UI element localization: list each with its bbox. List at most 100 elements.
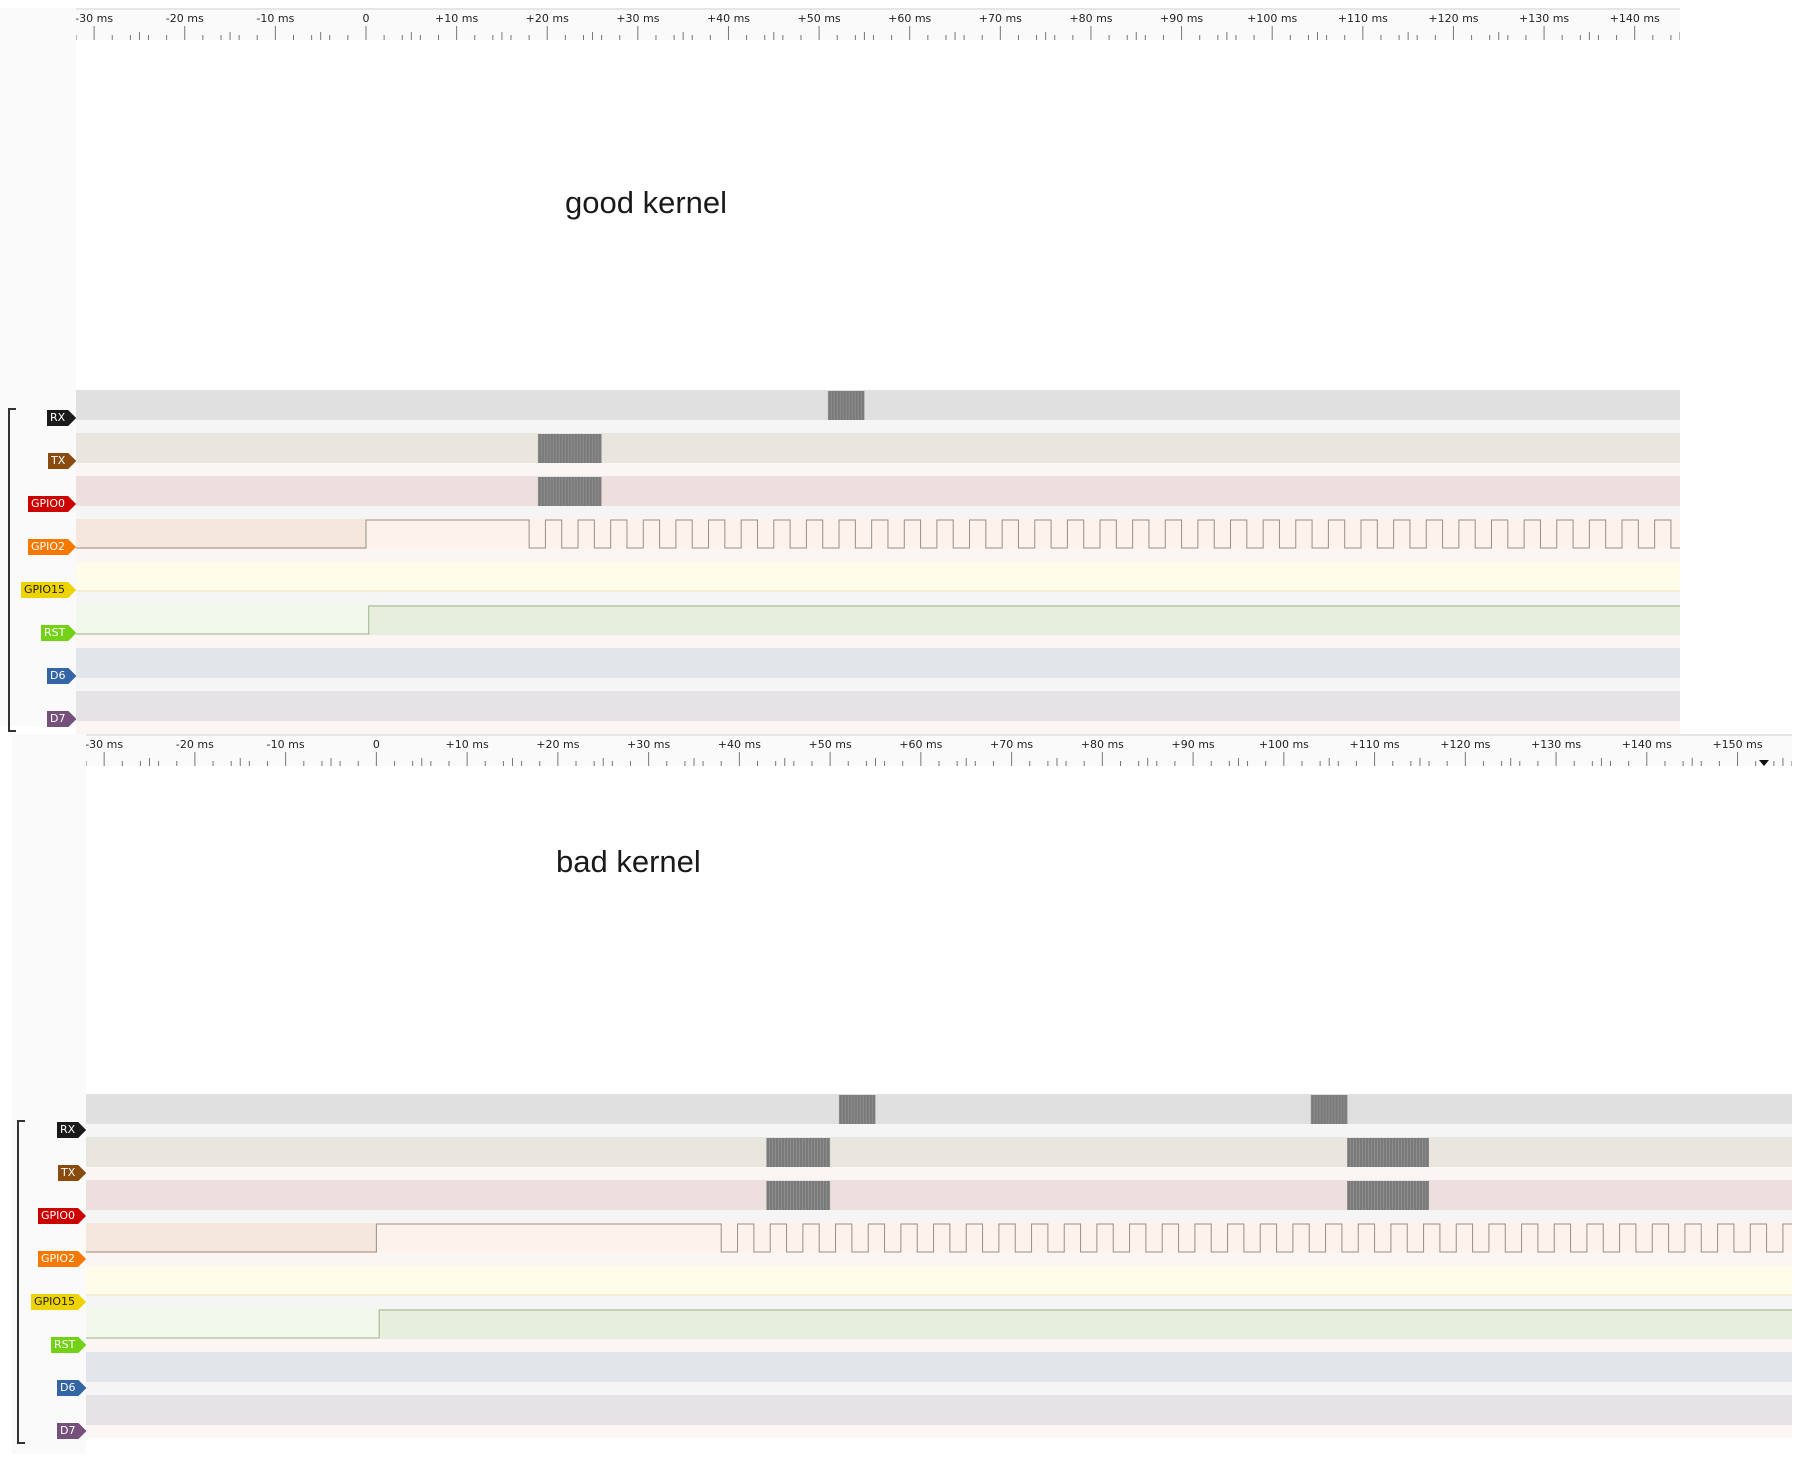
channel-tag-gpio0[interactable]: GPIO0 (38, 1208, 86, 1224)
channel-lane-gpio0[interactable] (86, 1180, 1792, 1223)
channel-group-bracket[interactable] (17, 1120, 25, 1444)
channel-tag-rx[interactable]: RX (47, 410, 76, 426)
data-burst (538, 434, 602, 463)
signal-trace (76, 562, 1680, 592)
trace-background (76, 433, 1680, 463)
ruler-label: +70 ms (979, 12, 1022, 25)
channel-tag-d6[interactable]: D6 (47, 668, 76, 684)
trace-background (86, 1352, 1792, 1382)
channel-tag-gpio15[interactable]: GPIO15 (21, 582, 76, 598)
channel-tag-tx[interactable]: TX (58, 1165, 86, 1181)
trace-background (76, 562, 1680, 592)
channel-tag-d6[interactable]: D6 (57, 1380, 86, 1396)
ruler-label: +90 ms (1171, 738, 1214, 751)
channel-tag-d7[interactable]: D7 (57, 1423, 86, 1439)
ruler-label: -20 ms (176, 738, 214, 751)
ruler-label: +30 ms (627, 738, 670, 751)
channel-group-bracket[interactable] (8, 408, 16, 732)
channel-lane-rx[interactable] (86, 1094, 1792, 1137)
channel-lane-rst[interactable] (86, 1309, 1792, 1352)
channel-lane-tx[interactable] (76, 433, 1680, 476)
ruler-label: +130 ms (1519, 12, 1569, 25)
channel-tag-gpio2[interactable]: GPIO2 (38, 1251, 86, 1267)
signal-trace (86, 1223, 1792, 1253)
channel-lane-d7[interactable] (86, 1395, 1792, 1438)
channel-sidebar (12, 734, 86, 1454)
signal-trace (76, 605, 1680, 635)
ruler-label: +30 ms (616, 12, 659, 25)
ruler-label: +100 ms (1247, 12, 1297, 25)
clock-waveform (86, 1223, 1792, 1253)
channel-tag-tx[interactable]: TX (48, 453, 76, 469)
data-burst (766, 1181, 831, 1210)
ruler-label: -30 ms (76, 12, 113, 25)
time-ruler[interactable]: -30 ms -20 ms -10 ms 0 +10 ms +20 ms +30 ms +40… (86, 734, 1792, 768)
signal-trace (86, 1352, 1792, 1382)
channel-lane-gpio15[interactable] (86, 1266, 1792, 1309)
cursor-marker-icon[interactable] (1759, 760, 1769, 766)
channel-tag-d7[interactable]: D7 (47, 711, 76, 727)
ruler-label: +80 ms (1081, 738, 1124, 751)
ruler-label: +20 ms (526, 12, 569, 25)
panel-caption: bad kernel (556, 844, 701, 879)
channel-tag-rx[interactable]: RX (57, 1122, 86, 1138)
panel-caption: good kernel (565, 185, 728, 220)
channel-lane-gpio15[interactable] (76, 562, 1680, 605)
ruler-label: +40 ms (707, 12, 750, 25)
time-ruler[interactable]: -30 ms -20 ms -10 ms 0 +10 ms +20 ms +30 ms +40… (76, 8, 1680, 42)
ruler-label: +10 ms (446, 738, 489, 751)
channel-lane-rx[interactable] (76, 390, 1680, 433)
channel-lane-gpio2[interactable] (76, 519, 1680, 562)
signal-trace (86, 1094, 1792, 1124)
channel-lane-gpio0[interactable] (76, 476, 1680, 519)
ruler-label: +20 ms (536, 738, 579, 751)
channel-lane-d6[interactable] (86, 1352, 1792, 1395)
signal-trace (86, 1266, 1792, 1296)
channel-lane-gpio2[interactable] (86, 1223, 1792, 1266)
trace-background (86, 1180, 1792, 1210)
trace-background (86, 1137, 1792, 1167)
trace-background (76, 476, 1680, 506)
channel-lane-d7[interactable] (76, 691, 1680, 734)
channel-tag-gpio15[interactable]: GPIO15 (31, 1294, 86, 1310)
signal-trace (86, 1180, 1792, 1210)
channel-tag-rst[interactable]: RST (41, 625, 76, 641)
trace-background (76, 390, 1680, 420)
data-burst (1347, 1181, 1430, 1210)
channel-tag-gpio0[interactable]: GPIO0 (28, 496, 76, 512)
channel-tag-rst[interactable]: RST (51, 1337, 86, 1353)
ruler-ticks: -30 ms -20 ms -10 ms 0 +10 ms +20 ms +30 ms +40… (76, 12, 1680, 41)
ruler-label: +140 ms (1622, 738, 1672, 751)
ruler-label: +40 ms (718, 738, 761, 751)
trace-background (76, 648, 1680, 678)
channel-lane-tx[interactable] (86, 1137, 1792, 1180)
ruler-label: +80 ms (1069, 12, 1112, 25)
reset-waveform (76, 605, 1680, 635)
plot-area: bad kernel (86, 766, 1792, 1112)
ruler-label: +110 ms (1349, 738, 1399, 751)
data-burst (766, 1138, 831, 1167)
ruler-label: +60 ms (899, 738, 942, 751)
ruler-label: 0 (362, 12, 369, 25)
trace-background (76, 691, 1680, 721)
plot-area: good kernel (76, 40, 1680, 386)
channel-lane-d6[interactable] (76, 648, 1680, 691)
data-burst (538, 477, 602, 506)
ruler-label: +120 ms (1428, 12, 1478, 25)
channel-lane-rst[interactable] (76, 605, 1680, 648)
trace-background (86, 1266, 1792, 1296)
signal-trace (76, 691, 1680, 721)
channel-lanes (76, 384, 1680, 734)
ruler-label: +10 ms (435, 12, 478, 25)
channel-tag-gpio2[interactable]: GPIO2 (28, 539, 76, 555)
ruler-label: +50 ms (809, 738, 852, 751)
ruler-label: +120 ms (1440, 738, 1490, 751)
ruler-label: -10 ms (267, 738, 305, 751)
reset-waveform (86, 1309, 1792, 1339)
ruler-label: +90 ms (1160, 12, 1203, 25)
ruler-label: +70 ms (990, 738, 1033, 751)
signal-trace (76, 648, 1680, 678)
ruler-label: -20 ms (166, 12, 204, 25)
signal-trace (76, 519, 1680, 549)
signal-trace (86, 1137, 1792, 1167)
